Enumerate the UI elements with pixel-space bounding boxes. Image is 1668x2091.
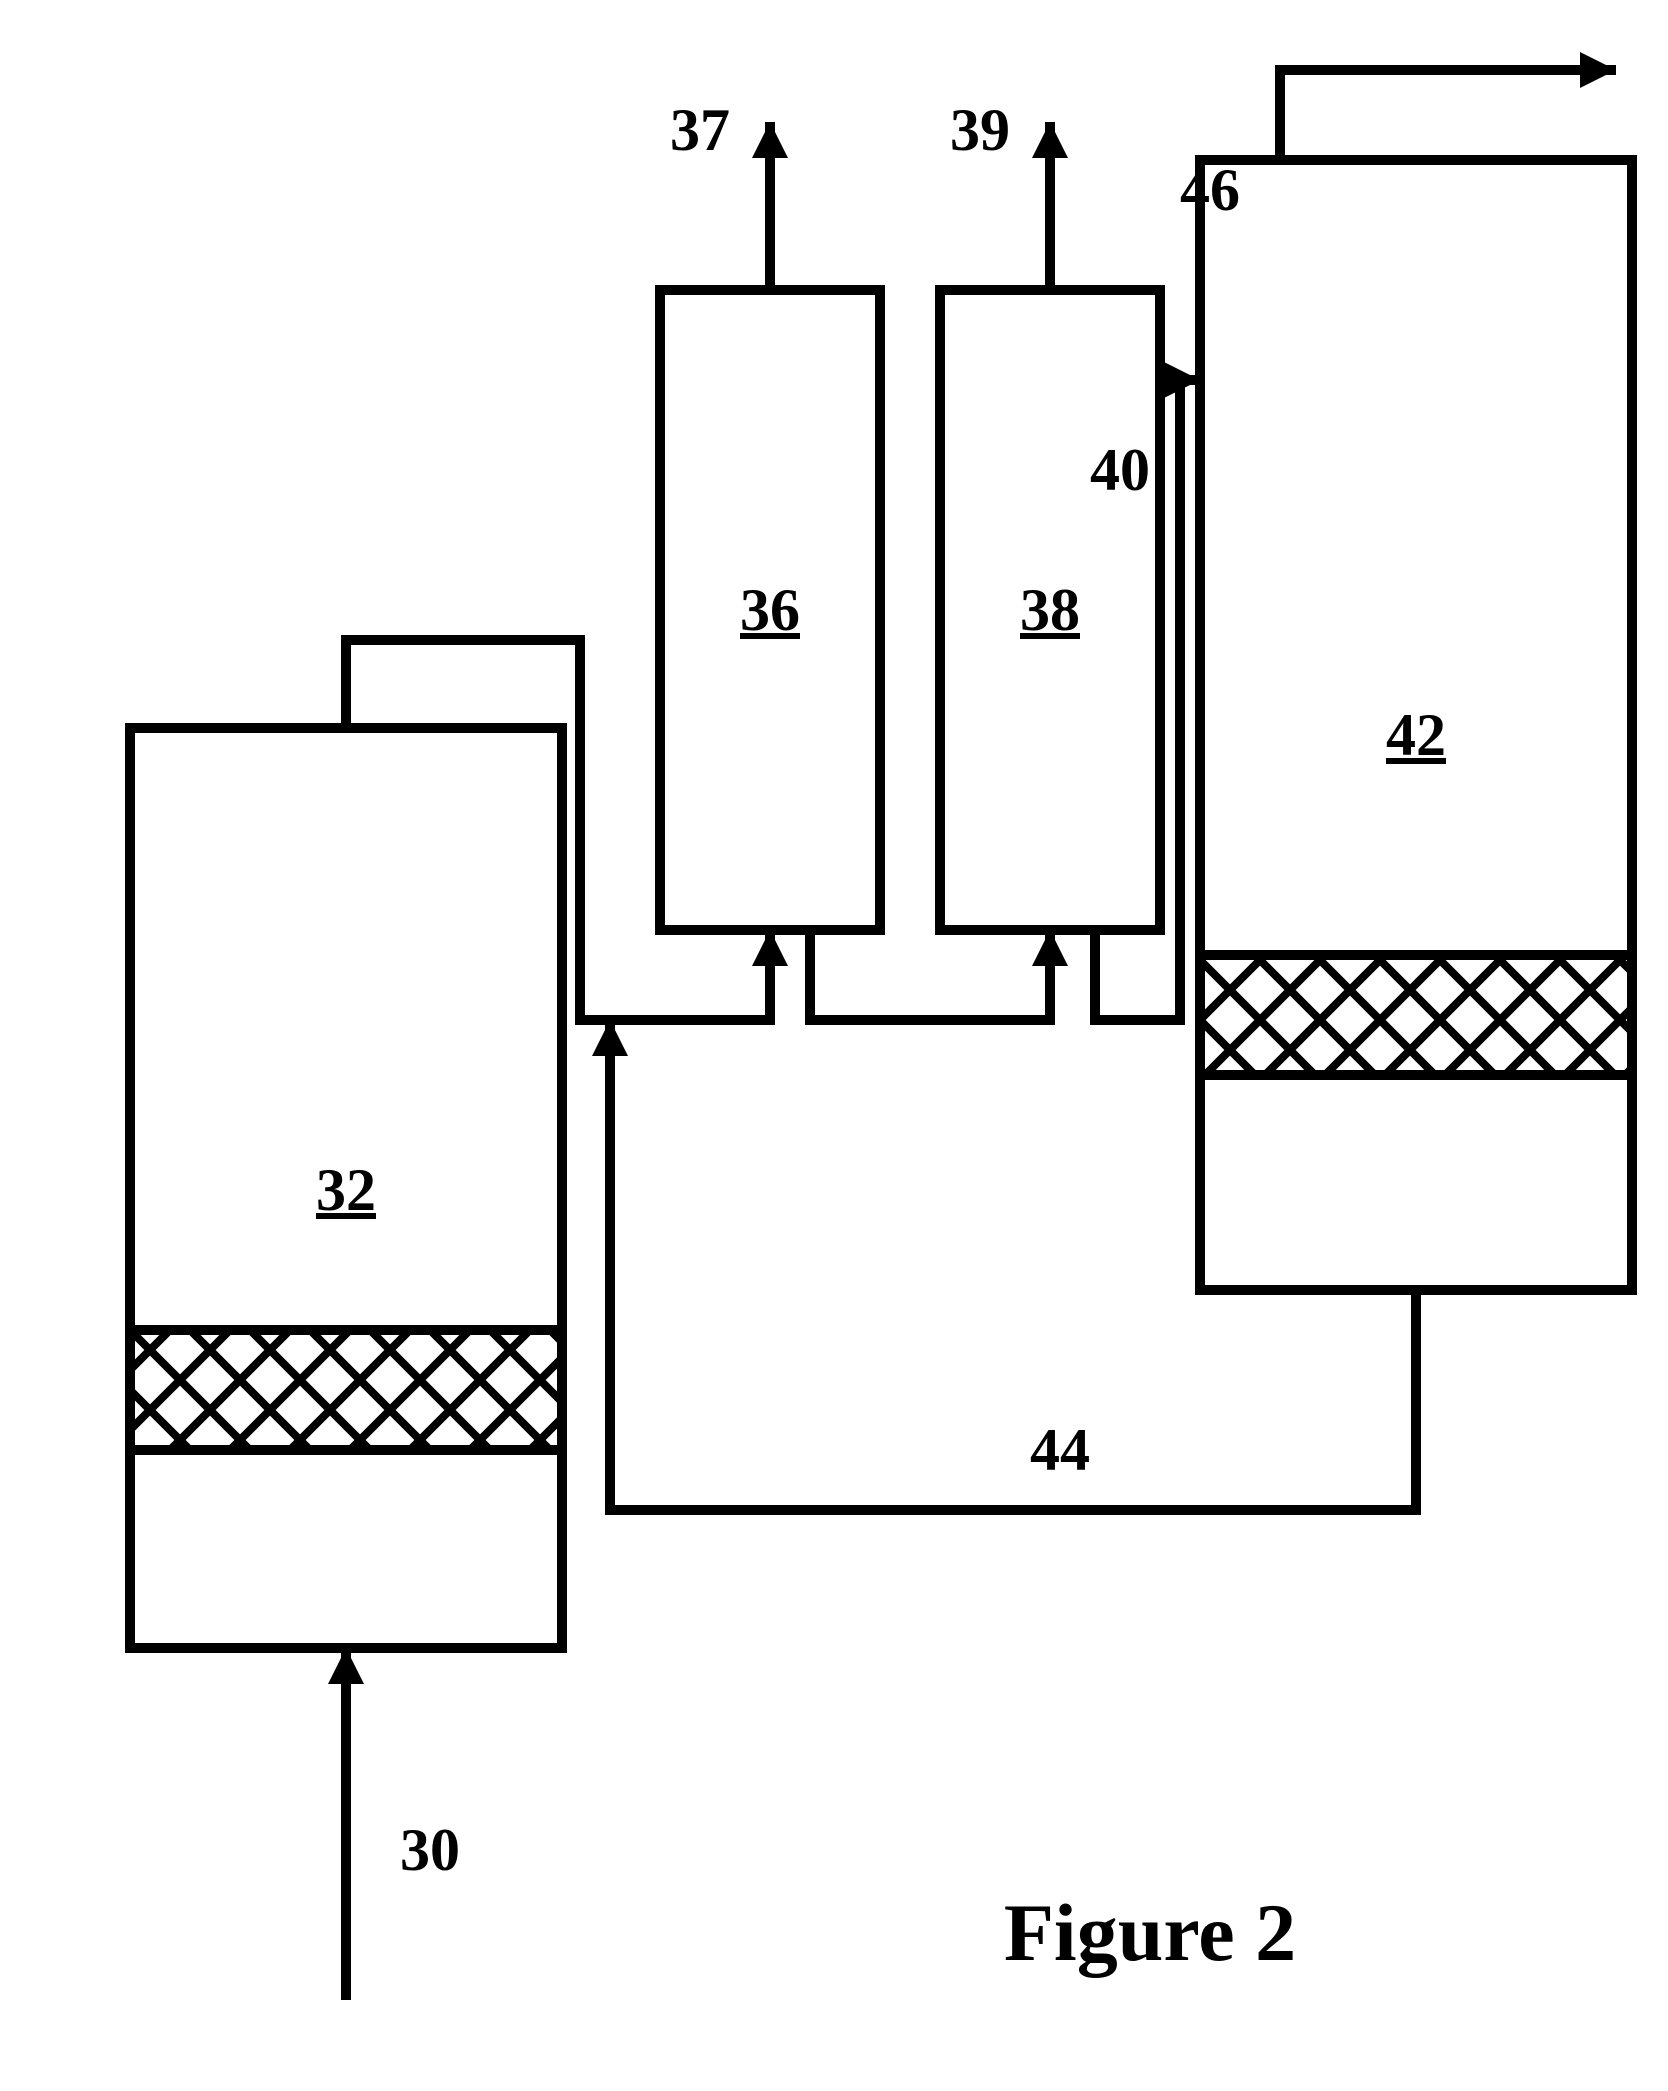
label-39: 39 (950, 97, 1010, 163)
label-46: 46 (1180, 157, 1240, 223)
label-36: 36 (740, 577, 800, 643)
stream-39: 39 (950, 97, 1068, 290)
figure-title: Figure 2 (1004, 1887, 1296, 1978)
label-30: 30 (400, 1817, 460, 1883)
separator-38: 38 (940, 290, 1160, 930)
label-32: 32 (316, 1157, 376, 1223)
stream-36-to-38 (810, 930, 1068, 1020)
reactor-32: 32 (130, 728, 562, 1648)
reactor-42: 42 (1200, 160, 1632, 1290)
label-40: 40 (1090, 437, 1150, 503)
process-flow-diagram: 32 36 38 42 30 37 39 (0, 0, 1668, 2091)
label-44: 44 (1030, 1417, 1090, 1483)
separator-36: 36 (660, 290, 880, 930)
stream-37: 37 (670, 97, 788, 290)
stream-30: 30 (328, 1648, 460, 2000)
label-37: 37 (670, 97, 730, 163)
label-42: 42 (1386, 702, 1446, 768)
label-38: 38 (1020, 577, 1080, 643)
